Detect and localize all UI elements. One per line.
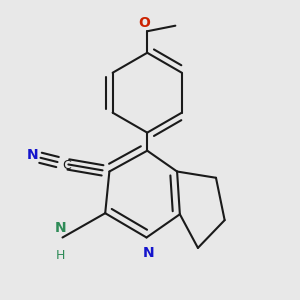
Text: N: N [27,148,39,162]
Text: N: N [55,221,67,236]
Text: N: N [142,246,154,260]
Text: C: C [63,159,71,172]
Text: O: O [138,16,150,30]
Text: H: H [56,249,65,262]
